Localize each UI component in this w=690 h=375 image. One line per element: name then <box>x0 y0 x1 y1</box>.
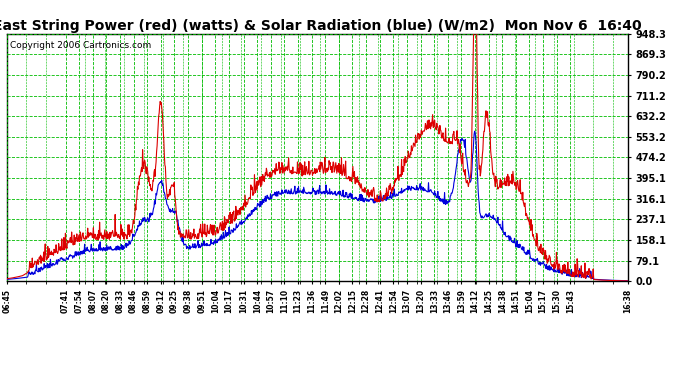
Text: Copyright 2006 Cartronics.com: Copyright 2006 Cartronics.com <box>10 41 151 50</box>
Title: East String Power (red) (watts) & Solar Radiation (blue) (W/m2)  Mon Nov 6  16:4: East String Power (red) (watts) & Solar … <box>0 19 642 33</box>
